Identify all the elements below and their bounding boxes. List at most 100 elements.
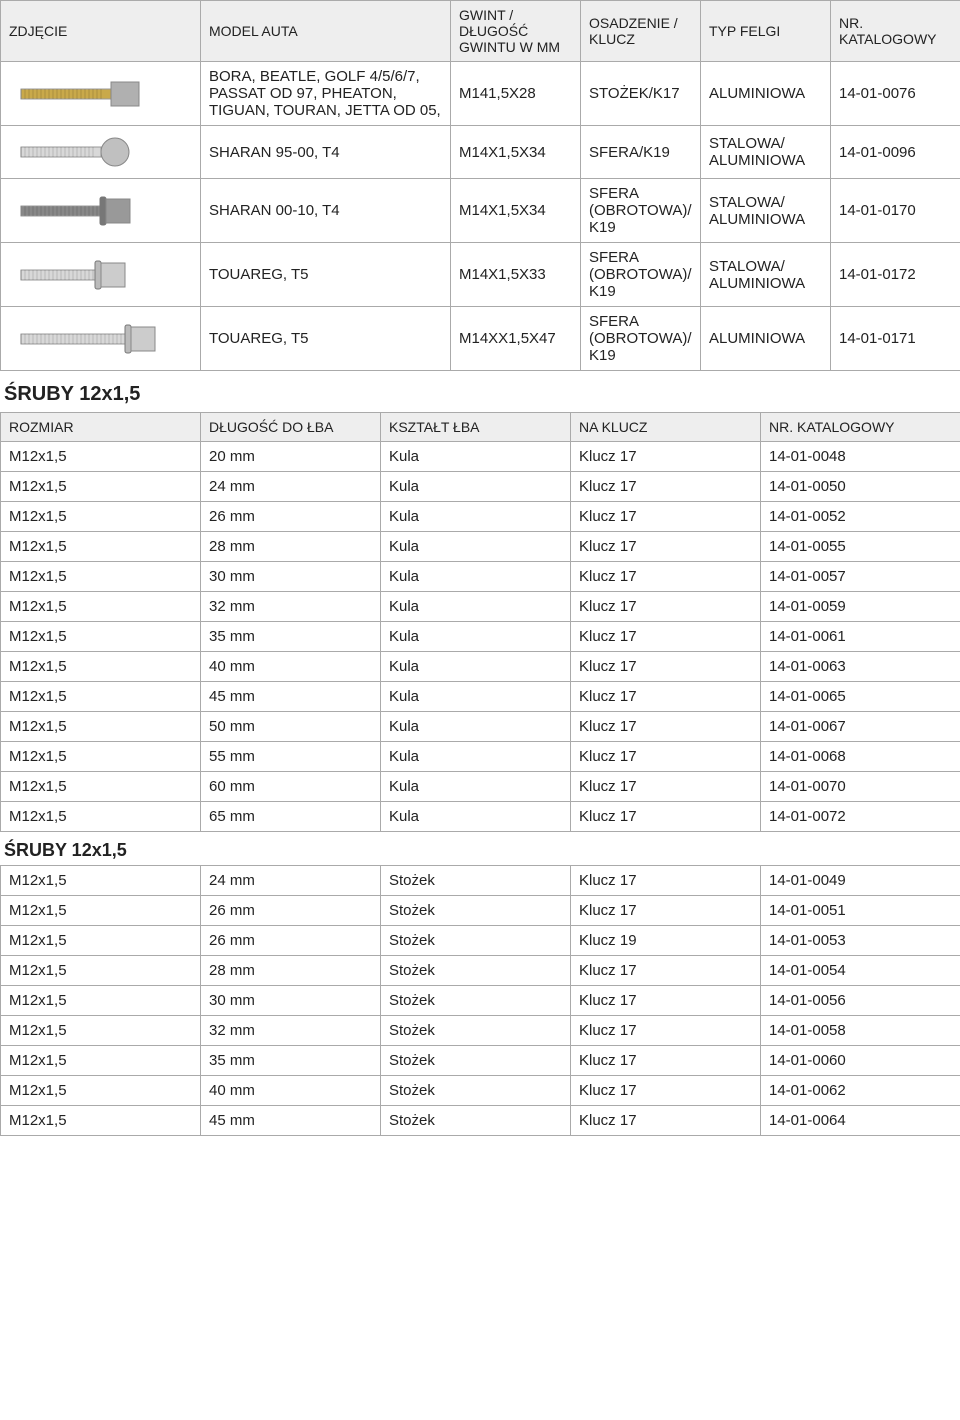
gwint-cell: M14XX1,5X47 (451, 307, 581, 371)
nr-katalogowy-cell: 14-01-0050 (761, 472, 960, 502)
table-row: TOUAREG, T5 M14X1,5X33 SFERA (OBROTOWA)/… (1, 243, 960, 307)
ksztalt-cell: Stożek (381, 896, 571, 926)
typ-felgi-cell: ALUMINIOWA (701, 307, 831, 371)
klucz-cell: Klucz 17 (571, 652, 761, 682)
ksztalt-cell: Kula (381, 742, 571, 772)
nr-katalogowy-cell: 14-01-0057 (761, 562, 960, 592)
nr-katalogowy-cell: 14-01-0056 (761, 986, 960, 1016)
nr-katalogowy-cell: 14-01-0062 (761, 1076, 960, 1106)
table-row: M12x1,5 45 mm Stożek Klucz 17 14-01-0064 (1, 1106, 960, 1136)
nr-katalogowy-cell: 14-01-0054 (761, 956, 960, 986)
table-row: M12x1,5 45 mm Kula Klucz 17 14-01-0065 (1, 682, 960, 712)
sruby-table-cont: M12x1,5 24 mm Stożek Klucz 17 14-01-0049… (0, 865, 960, 1136)
nr-katalogowy-cell: 14-01-0096 (831, 126, 960, 179)
nr-katalogowy-cell: 14-01-0061 (761, 622, 960, 652)
nr-katalogowy-cell: 14-01-0059 (761, 592, 960, 622)
nr-katalogowy-cell: 14-01-0065 (761, 682, 960, 712)
dlugosc-cell: 26 mm (201, 502, 381, 532)
table-row: M12x1,5 30 mm Stożek Klucz 17 14-01-0056 (1, 986, 960, 1016)
rozmiar-cell: M12x1,5 (1, 1106, 201, 1136)
header-osadzenie: OSADZENIE / KLUCZ (581, 1, 701, 62)
nr-katalogowy-cell: 14-01-0067 (761, 712, 960, 742)
dlugosc-cell: 45 mm (201, 1106, 381, 1136)
ksztalt-cell: Stożek (381, 956, 571, 986)
typ-felgi-cell: STALOWA/ ALUMINIOWA (701, 179, 831, 243)
table-row: M12x1,5 30 mm Kula Klucz 17 14-01-0057 (1, 562, 960, 592)
rozmiar-cell: M12x1,5 (1, 682, 201, 712)
nr-katalogowy-cell: 14-01-0064 (761, 1106, 960, 1136)
nr-katalogowy-cell: 14-01-0053 (761, 926, 960, 956)
osadzenie-cell: STOŻEK/K17 (581, 62, 701, 126)
klucz-cell: Klucz 17 (571, 532, 761, 562)
rozmiar-cell: M12x1,5 (1, 1076, 201, 1106)
gwint-cell: M14X1,5X34 (451, 179, 581, 243)
klucz-cell: Klucz 17 (571, 472, 761, 502)
table-row: M12x1,5 55 mm Kula Klucz 17 14-01-0068 (1, 742, 960, 772)
ksztalt-cell: Stożek (381, 1016, 571, 1046)
dlugosc-cell: 40 mm (201, 652, 381, 682)
dlugosc-cell: 60 mm (201, 772, 381, 802)
klucz-cell: Klucz 17 (571, 956, 761, 986)
header-gwint: GWINT / DŁUGOŚĆ GWINTU W MM (451, 1, 581, 62)
klucz-cell: Klucz 17 (571, 896, 761, 926)
section-title-sruby-2: ŚRUBY 12x1,5 (0, 832, 960, 865)
klucz-cell: Klucz 17 (571, 866, 761, 896)
rozmiar-cell: M12x1,5 (1, 1046, 201, 1076)
nr-katalogowy-cell: 14-01-0170 (831, 179, 960, 243)
typ-felgi-cell: STALOWA/ ALUMINIOWA (701, 243, 831, 307)
osadzenie-cell: SFERA (OBROTOWA)/ K19 (581, 307, 701, 371)
ksztalt-cell: Kula (381, 562, 571, 592)
ksztalt-cell: Kula (381, 652, 571, 682)
dlugosc-cell: 35 mm (201, 622, 381, 652)
bolt-image-cell (1, 307, 201, 371)
ksztalt-cell: Stożek (381, 1046, 571, 1076)
table-row: M12x1,5 20 mm Kula Klucz 17 14-01-0048 (1, 442, 960, 472)
dlugosc-cell: 30 mm (201, 562, 381, 592)
rozmiar-cell: M12x1,5 (1, 926, 201, 956)
header-klucz: NA KLUCZ (571, 413, 761, 442)
header-model: MODEL AUTA (201, 1, 451, 62)
nr-katalogowy-cell: 14-01-0049 (761, 866, 960, 896)
klucz-cell: Klucz 17 (571, 712, 761, 742)
nr-katalogowy-cell: 14-01-0052 (761, 502, 960, 532)
klucz-cell: Klucz 17 (571, 1016, 761, 1046)
table-row: M12x1,5 50 mm Kula Klucz 17 14-01-0067 (1, 712, 960, 742)
ksztalt-cell: Stożek (381, 986, 571, 1016)
klucz-cell: Klucz 17 (571, 1076, 761, 1106)
dlugosc-cell: 45 mm (201, 682, 381, 712)
ksztalt-cell: Stożek (381, 866, 571, 896)
klucz-cell: Klucz 17 (571, 442, 761, 472)
dlugosc-cell: 26 mm (201, 926, 381, 956)
nr-katalogowy-cell: 14-01-0072 (761, 802, 960, 832)
table-row: M12x1,5 60 mm Kula Klucz 17 14-01-0070 (1, 772, 960, 802)
klucz-cell: Klucz 17 (571, 562, 761, 592)
table-row: M12x1,5 40 mm Stożek Klucz 17 14-01-0062 (1, 1076, 960, 1106)
bolt-spec-table: ZDJĘCIE MODEL AUTA GWINT / DŁUGOŚĆ GWINT… (0, 0, 960, 371)
sruby-table: ROZMIAR DŁUGOŚĆ DO ŁBA KSZTAŁT ŁBA NA KL… (0, 412, 960, 832)
bolt-image-cell (1, 243, 201, 307)
header-nr-katalogowy: NR. KATALOGOWY (831, 1, 960, 62)
table-row: SHARAN 00-10, T4 M14X1,5X34 SFERA (OBROT… (1, 179, 960, 243)
nr-katalogowy-cell: 14-01-0076 (831, 62, 960, 126)
nr-katalogowy-cell: 14-01-0171 (831, 307, 960, 371)
nr-katalogowy-cell: 14-01-0060 (761, 1046, 960, 1076)
bolt-image-cell (1, 62, 201, 126)
table-row: SHARAN 95-00, T4 M14X1,5X34 SFERA/K19 ST… (1, 126, 960, 179)
klucz-cell: Klucz 17 (571, 742, 761, 772)
table-row: BORA, BEATLE, GOLF 4/5/6/7, PASSAT OD 97… (1, 62, 960, 126)
table-row: M12x1,5 32 mm Stożek Klucz 17 14-01-0058 (1, 1016, 960, 1046)
osadzenie-cell: SFERA/K19 (581, 126, 701, 179)
klucz-cell: Klucz 17 (571, 1046, 761, 1076)
klucz-cell: Klucz 17 (571, 682, 761, 712)
nr-katalogowy-cell: 14-01-0055 (761, 532, 960, 562)
dlugosc-cell: 24 mm (201, 472, 381, 502)
header-typ-felgi: TYP FELGI (701, 1, 831, 62)
rozmiar-cell: M12x1,5 (1, 956, 201, 986)
nr-katalogowy-cell: 14-01-0070 (761, 772, 960, 802)
table-row: M12x1,5 24 mm Stożek Klucz 17 14-01-0049 (1, 866, 960, 896)
nr-katalogowy-cell: 14-01-0063 (761, 652, 960, 682)
nr-katalogowy-cell: 14-01-0058 (761, 1016, 960, 1046)
gwint-cell: M14X1,5X33 (451, 243, 581, 307)
ksztalt-cell: Kula (381, 802, 571, 832)
dlugosc-cell: 55 mm (201, 742, 381, 772)
